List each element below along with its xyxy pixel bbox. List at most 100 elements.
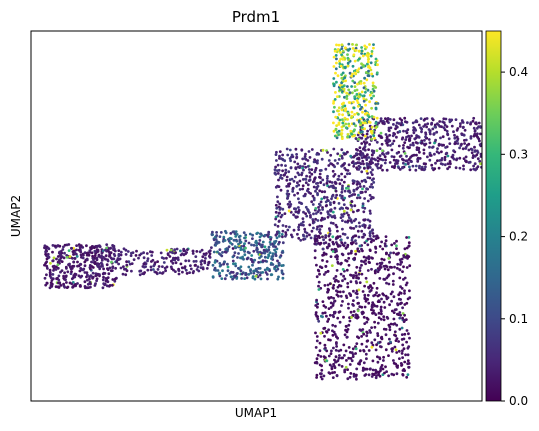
data-point bbox=[368, 100, 371, 104]
data-point bbox=[458, 146, 461, 150]
data-point bbox=[313, 176, 317, 180]
data-point bbox=[363, 218, 367, 222]
data-point bbox=[105, 243, 109, 247]
data-point bbox=[342, 290, 345, 294]
data-point bbox=[354, 271, 358, 275]
data-point bbox=[343, 196, 347, 200]
data-point bbox=[347, 88, 351, 92]
data-point bbox=[284, 168, 288, 172]
data-point bbox=[358, 225, 362, 228]
data-point bbox=[261, 271, 265, 274]
data-point bbox=[331, 371, 334, 375]
data-point bbox=[320, 372, 323, 376]
data-point bbox=[304, 152, 307, 156]
data-point bbox=[274, 165, 277, 169]
data-point bbox=[304, 177, 307, 181]
data-point bbox=[448, 120, 452, 124]
data-point bbox=[406, 257, 409, 260]
data-point bbox=[44, 283, 48, 287]
data-point bbox=[348, 375, 352, 379]
data-point bbox=[437, 123, 441, 127]
data-point bbox=[334, 275, 338, 278]
data-point bbox=[223, 277, 227, 281]
data-point bbox=[284, 225, 288, 228]
data-point bbox=[401, 306, 404, 310]
data-point bbox=[234, 230, 238, 234]
data-point bbox=[280, 163, 283, 167]
data-point bbox=[458, 156, 462, 160]
data-point bbox=[334, 186, 337, 190]
data-point bbox=[275, 265, 279, 269]
data-point bbox=[261, 259, 265, 262]
data-point bbox=[378, 356, 381, 359]
data-point bbox=[55, 244, 59, 248]
data-point bbox=[350, 238, 354, 242]
data-point bbox=[378, 277, 382, 280]
data-point bbox=[253, 277, 257, 281]
data-point bbox=[347, 356, 351, 360]
data-point bbox=[360, 342, 364, 346]
data-point bbox=[361, 202, 365, 206]
data-point bbox=[389, 340, 392, 344]
data-point bbox=[392, 295, 396, 299]
data-point bbox=[327, 199, 330, 203]
data-point bbox=[184, 268, 188, 272]
data-point bbox=[337, 280, 340, 283]
data-point bbox=[45, 264, 49, 268]
data-point bbox=[66, 285, 70, 289]
data-point bbox=[472, 164, 475, 168]
data-point bbox=[405, 236, 408, 239]
data-point bbox=[352, 372, 356, 376]
data-point bbox=[362, 65, 365, 68]
data-point bbox=[169, 248, 173, 252]
data-point bbox=[398, 327, 402, 331]
data-point bbox=[345, 335, 349, 339]
data-point bbox=[411, 121, 415, 125]
data-point bbox=[322, 251, 326, 255]
data-point bbox=[106, 268, 110, 271]
data-point bbox=[441, 162, 444, 166]
data-point bbox=[387, 282, 391, 286]
data-point bbox=[371, 301, 375, 305]
colorbar-tick-label: 0.1 bbox=[509, 312, 528, 326]
data-point bbox=[156, 260, 160, 263]
data-point bbox=[403, 292, 406, 295]
data-point bbox=[351, 193, 355, 196]
data-point bbox=[347, 124, 351, 128]
data-point bbox=[399, 154, 403, 158]
data-point bbox=[340, 156, 344, 160]
data-point bbox=[341, 163, 345, 167]
data-point bbox=[455, 135, 459, 139]
data-point bbox=[362, 81, 366, 85]
data-point bbox=[335, 342, 338, 346]
data-point bbox=[379, 117, 383, 120]
data-point bbox=[157, 265, 161, 268]
data-point bbox=[365, 141, 369, 144]
data-point bbox=[349, 219, 353, 223]
data-point bbox=[369, 237, 372, 241]
data-point bbox=[362, 232, 366, 236]
data-point bbox=[130, 262, 134, 265]
data-point bbox=[320, 368, 324, 372]
data-point bbox=[174, 251, 178, 255]
data-point bbox=[294, 207, 298, 211]
data-point bbox=[119, 250, 123, 254]
data-point bbox=[360, 49, 364, 53]
data-point bbox=[271, 263, 275, 266]
data-point bbox=[267, 230, 271, 234]
data-point bbox=[389, 144, 392, 147]
data-point bbox=[403, 318, 407, 322]
data-point bbox=[475, 153, 479, 157]
data-point bbox=[333, 49, 337, 53]
data-point bbox=[380, 142, 384, 146]
data-point bbox=[416, 160, 420, 163]
data-point bbox=[404, 129, 408, 133]
data-point bbox=[362, 140, 366, 144]
data-point bbox=[258, 256, 261, 260]
data-point bbox=[379, 119, 383, 123]
data-point bbox=[390, 349, 394, 353]
data-point bbox=[297, 173, 301, 177]
data-point bbox=[349, 280, 353, 284]
data-point bbox=[343, 368, 347, 372]
data-point bbox=[343, 116, 347, 120]
